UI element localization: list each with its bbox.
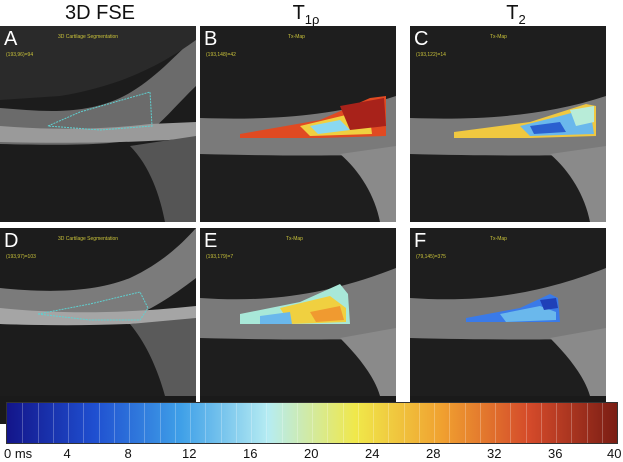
colorbar-divider — [98, 403, 100, 443]
panel-a: A 3D Cartilage Segmentation (193,96)=94 — [0, 26, 196, 222]
colorbar-divider — [129, 403, 130, 443]
colorbar-tick: 0 ms — [4, 446, 33, 461]
panel-d-coords: (193,97)=103 — [6, 254, 36, 260]
colorbar-divider — [403, 403, 405, 443]
colorbar-divider — [296, 403, 298, 443]
panel-d-label: D — [4, 230, 19, 252]
panel-b-image — [200, 26, 396, 222]
colorbar-divider — [373, 403, 374, 443]
panel-d-image — [0, 228, 196, 396]
panel-f-label: F — [414, 230, 427, 252]
panel-a-image — [0, 26, 196, 222]
colorbar-divider — [601, 403, 603, 443]
colorbar-tick: 28 — [426, 446, 441, 461]
colorbar-tick: 32 — [487, 446, 502, 461]
t2-main: T — [506, 2, 519, 24]
colorbar-tick: 8 — [124, 446, 132, 461]
colorbar-divider — [68, 403, 69, 443]
panel-f-coords: (79,145)=375 — [416, 254, 446, 260]
colorbar-divider — [220, 403, 222, 443]
colorbar-tick: 4 — [63, 446, 71, 461]
colorbar-divider — [144, 403, 146, 443]
t1rho-main: T — [292, 2, 305, 24]
colorbar-divider — [525, 403, 527, 443]
colorbar-divider — [22, 403, 24, 443]
panel-c: C Tx-Map (193,122)=14 — [410, 26, 606, 222]
colorbar-tick: 20 — [304, 446, 319, 461]
t1rho-sub: 1ρ — [304, 12, 320, 27]
colorbar-divider — [52, 403, 54, 443]
colorbar-divider — [205, 403, 207, 443]
colorbar-divider — [327, 403, 329, 443]
panel-a-label: A — [4, 28, 18, 50]
colorbar-divider — [556, 403, 557, 443]
colorbar-divider — [434, 403, 435, 443]
colorbar-divider — [510, 403, 512, 443]
panel-b: B Tx-Map (193,148)=42 — [200, 26, 396, 222]
column-title-t2: T2 — [416, 2, 616, 27]
colorbar-divider — [342, 403, 344, 443]
panel-c-tag: Tx-Map — [490, 34, 507, 40]
colorbar-divider — [586, 403, 588, 443]
colorbar-divider — [235, 403, 237, 443]
panel-c-coords: (193,122)=14 — [416, 52, 446, 58]
colorbar-divider — [464, 403, 466, 443]
panel-e-label: E — [204, 230, 218, 252]
colorbar-divider — [251, 403, 252, 443]
colorbar — [6, 402, 618, 444]
panel-c-label: C — [414, 28, 429, 50]
column-title-t1rho: T1ρ — [206, 2, 406, 27]
panel-e-tag: Tx-Map — [286, 236, 303, 242]
colorbar-divider — [388, 403, 390, 443]
colorbar-divider — [159, 403, 161, 443]
colorbar-divider — [174, 403, 176, 443]
panel-b-tag: Tx-Map — [288, 34, 305, 40]
panel-d: D 3D Cartilage Segmentation (193,97)=103 — [0, 228, 196, 424]
panel-e-image — [200, 228, 396, 396]
panel-a-tag: 3D Cartilage Segmentation — [58, 34, 119, 40]
t2-sub: 2 — [518, 12, 526, 27]
colorbar-divider — [113, 403, 115, 443]
colorbar-tick: 36 — [548, 446, 563, 461]
colorbar-divider — [540, 403, 542, 443]
column-title-fse: 3D FSE — [64, 2, 136, 24]
panel-a-coords: (193,96)=94 — [6, 52, 34, 58]
colorbar-divider — [495, 403, 496, 443]
colorbar-divider — [449, 403, 451, 443]
panel-e-coords: (193,179)=7 — [206, 254, 234, 260]
panel-f-tag: Tx-Map — [490, 236, 507, 242]
colorbar-tick: 40 — [607, 446, 622, 461]
panel-b-coords: (193,148)=42 — [206, 52, 236, 58]
colorbar-divider — [83, 403, 85, 443]
panel-e: E Tx-Map (193,179)=7 — [200, 228, 396, 424]
panel-d-tag: 3D Cartilage Segmentation — [58, 236, 119, 242]
colorbar-tick: 12 — [182, 446, 197, 461]
colorbar-divider — [479, 403, 481, 443]
colorbar-divider — [418, 403, 420, 443]
panel-c-image — [410, 26, 606, 222]
colorbar-divider — [571, 403, 573, 443]
panel-b-label: B — [204, 28, 218, 50]
colorbar-divider — [37, 403, 39, 443]
panel-f-image — [410, 228, 606, 396]
colorbar-tick: 24 — [365, 446, 380, 461]
panel-f: F Tx-Map (79,145)=375 — [410, 228, 606, 424]
colorbar-tick: 16 — [243, 446, 258, 461]
colorbar-divider — [190, 403, 191, 443]
colorbar-divider — [312, 403, 313, 443]
colorbar-divider — [266, 403, 268, 443]
colorbar-divider — [357, 403, 359, 443]
colorbar-divider — [281, 403, 283, 443]
